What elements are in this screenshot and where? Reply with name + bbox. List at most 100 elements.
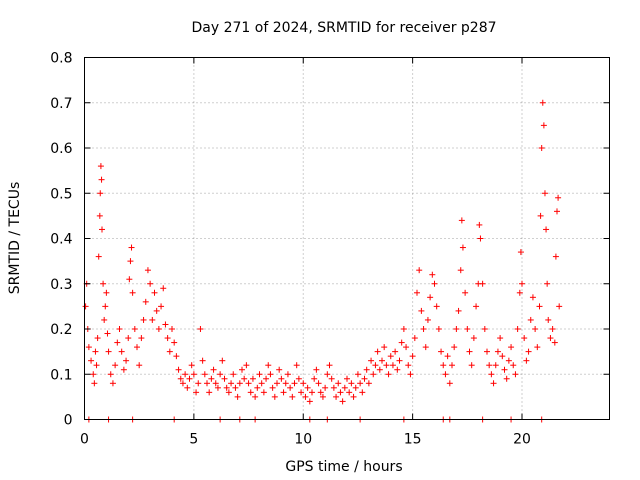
data-point	[278, 375, 285, 382]
data-point	[368, 357, 375, 364]
data-point	[545, 316, 552, 323]
data-point	[442, 371, 449, 378]
data-point	[232, 384, 239, 391]
data-point	[459, 244, 466, 251]
data-point	[372, 362, 379, 369]
data-point	[451, 344, 458, 351]
data-point	[142, 298, 149, 305]
data-point	[464, 326, 471, 332]
data-point	[136, 362, 143, 369]
data-point	[291, 380, 298, 387]
data-point	[129, 289, 136, 296]
data-point	[405, 362, 412, 369]
data-point	[241, 375, 248, 382]
y-tick-labels: 0 0.1 0.2 0.3 0.4 0.5 0.6 0.7 0.8	[50, 51, 72, 429]
x-tick-labels: 0 5 10 15 20	[80, 432, 531, 448]
data-point	[363, 366, 370, 373]
data-point	[477, 235, 484, 242]
data-point	[269, 384, 276, 391]
data-point	[337, 389, 344, 396]
data-point	[326, 362, 333, 369]
data-point	[97, 163, 104, 170]
data-point	[199, 357, 206, 364]
data-point	[197, 326, 204, 332]
data-point	[134, 344, 140, 351]
y-tick-label: 0.6	[50, 141, 72, 157]
data-point	[457, 267, 464, 274]
data-point	[126, 276, 133, 283]
data-point	[219, 357, 226, 364]
data-point	[556, 303, 563, 310]
data-point	[184, 384, 191, 391]
data-point	[313, 366, 320, 373]
data-point	[357, 380, 364, 387]
y-axis-label: SRMTID / TECUs	[7, 182, 23, 295]
data-point	[523, 357, 530, 364]
data-point	[538, 145, 545, 151]
data-point	[151, 289, 158, 296]
data-point	[529, 294, 536, 301]
data-point	[90, 371, 97, 378]
data-point	[249, 375, 256, 382]
data-point	[455, 307, 462, 314]
data-point	[254, 384, 261, 391]
y-tick-label: 0	[64, 413, 73, 429]
data-point	[169, 326, 175, 332]
y-tick-label: 0.5	[50, 186, 72, 202]
data-point	[85, 344, 92, 351]
data-point	[295, 375, 302, 382]
data-point	[116, 326, 123, 332]
data-point	[532, 326, 539, 332]
data-point	[348, 380, 355, 387]
data-point	[479, 280, 486, 287]
x-tick-label: 10	[294, 432, 312, 448]
data-point	[243, 362, 250, 369]
data-point	[82, 303, 89, 310]
data-point	[282, 380, 289, 387]
data-point	[333, 393, 340, 400]
data-point	[481, 326, 488, 332]
data-point	[341, 384, 348, 391]
data-point	[217, 371, 224, 378]
data-point	[88, 357, 95, 364]
data-point	[317, 389, 324, 396]
data-point	[322, 384, 329, 391]
data-point	[407, 371, 414, 378]
data-point	[555, 194, 562, 201]
data-point	[525, 348, 532, 355]
data-point	[284, 371, 291, 378]
data-point	[551, 339, 558, 346]
data-point	[549, 326, 556, 332]
data-point	[177, 375, 184, 382]
data-point	[328, 375, 335, 382]
data-point	[204, 380, 210, 387]
data-point	[114, 339, 121, 346]
data-point	[418, 307, 425, 314]
data-point	[458, 217, 465, 224]
data-point	[228, 380, 235, 387]
data-point	[486, 362, 493, 369]
x-tick-label: 5	[189, 432, 198, 448]
data-point	[140, 316, 147, 323]
data-point	[446, 380, 453, 387]
data-point	[206, 389, 213, 396]
data-point	[409, 353, 416, 360]
data-point	[103, 289, 110, 296]
data-point	[517, 249, 524, 256]
data-point	[188, 362, 195, 369]
data-point	[429, 271, 436, 278]
data-point	[92, 348, 99, 355]
data-point	[453, 326, 460, 332]
data-point	[300, 380, 307, 387]
y-tick-label: 0.4	[50, 232, 72, 248]
data-point	[433, 303, 440, 310]
data-point	[112, 362, 119, 369]
data-point	[267, 371, 274, 378]
data-point	[510, 362, 517, 369]
data-point	[147, 280, 154, 287]
data-point	[166, 348, 173, 355]
data-point	[346, 389, 353, 396]
data-point	[449, 362, 455, 369]
data-point	[123, 357, 130, 364]
data-point	[379, 357, 385, 364]
